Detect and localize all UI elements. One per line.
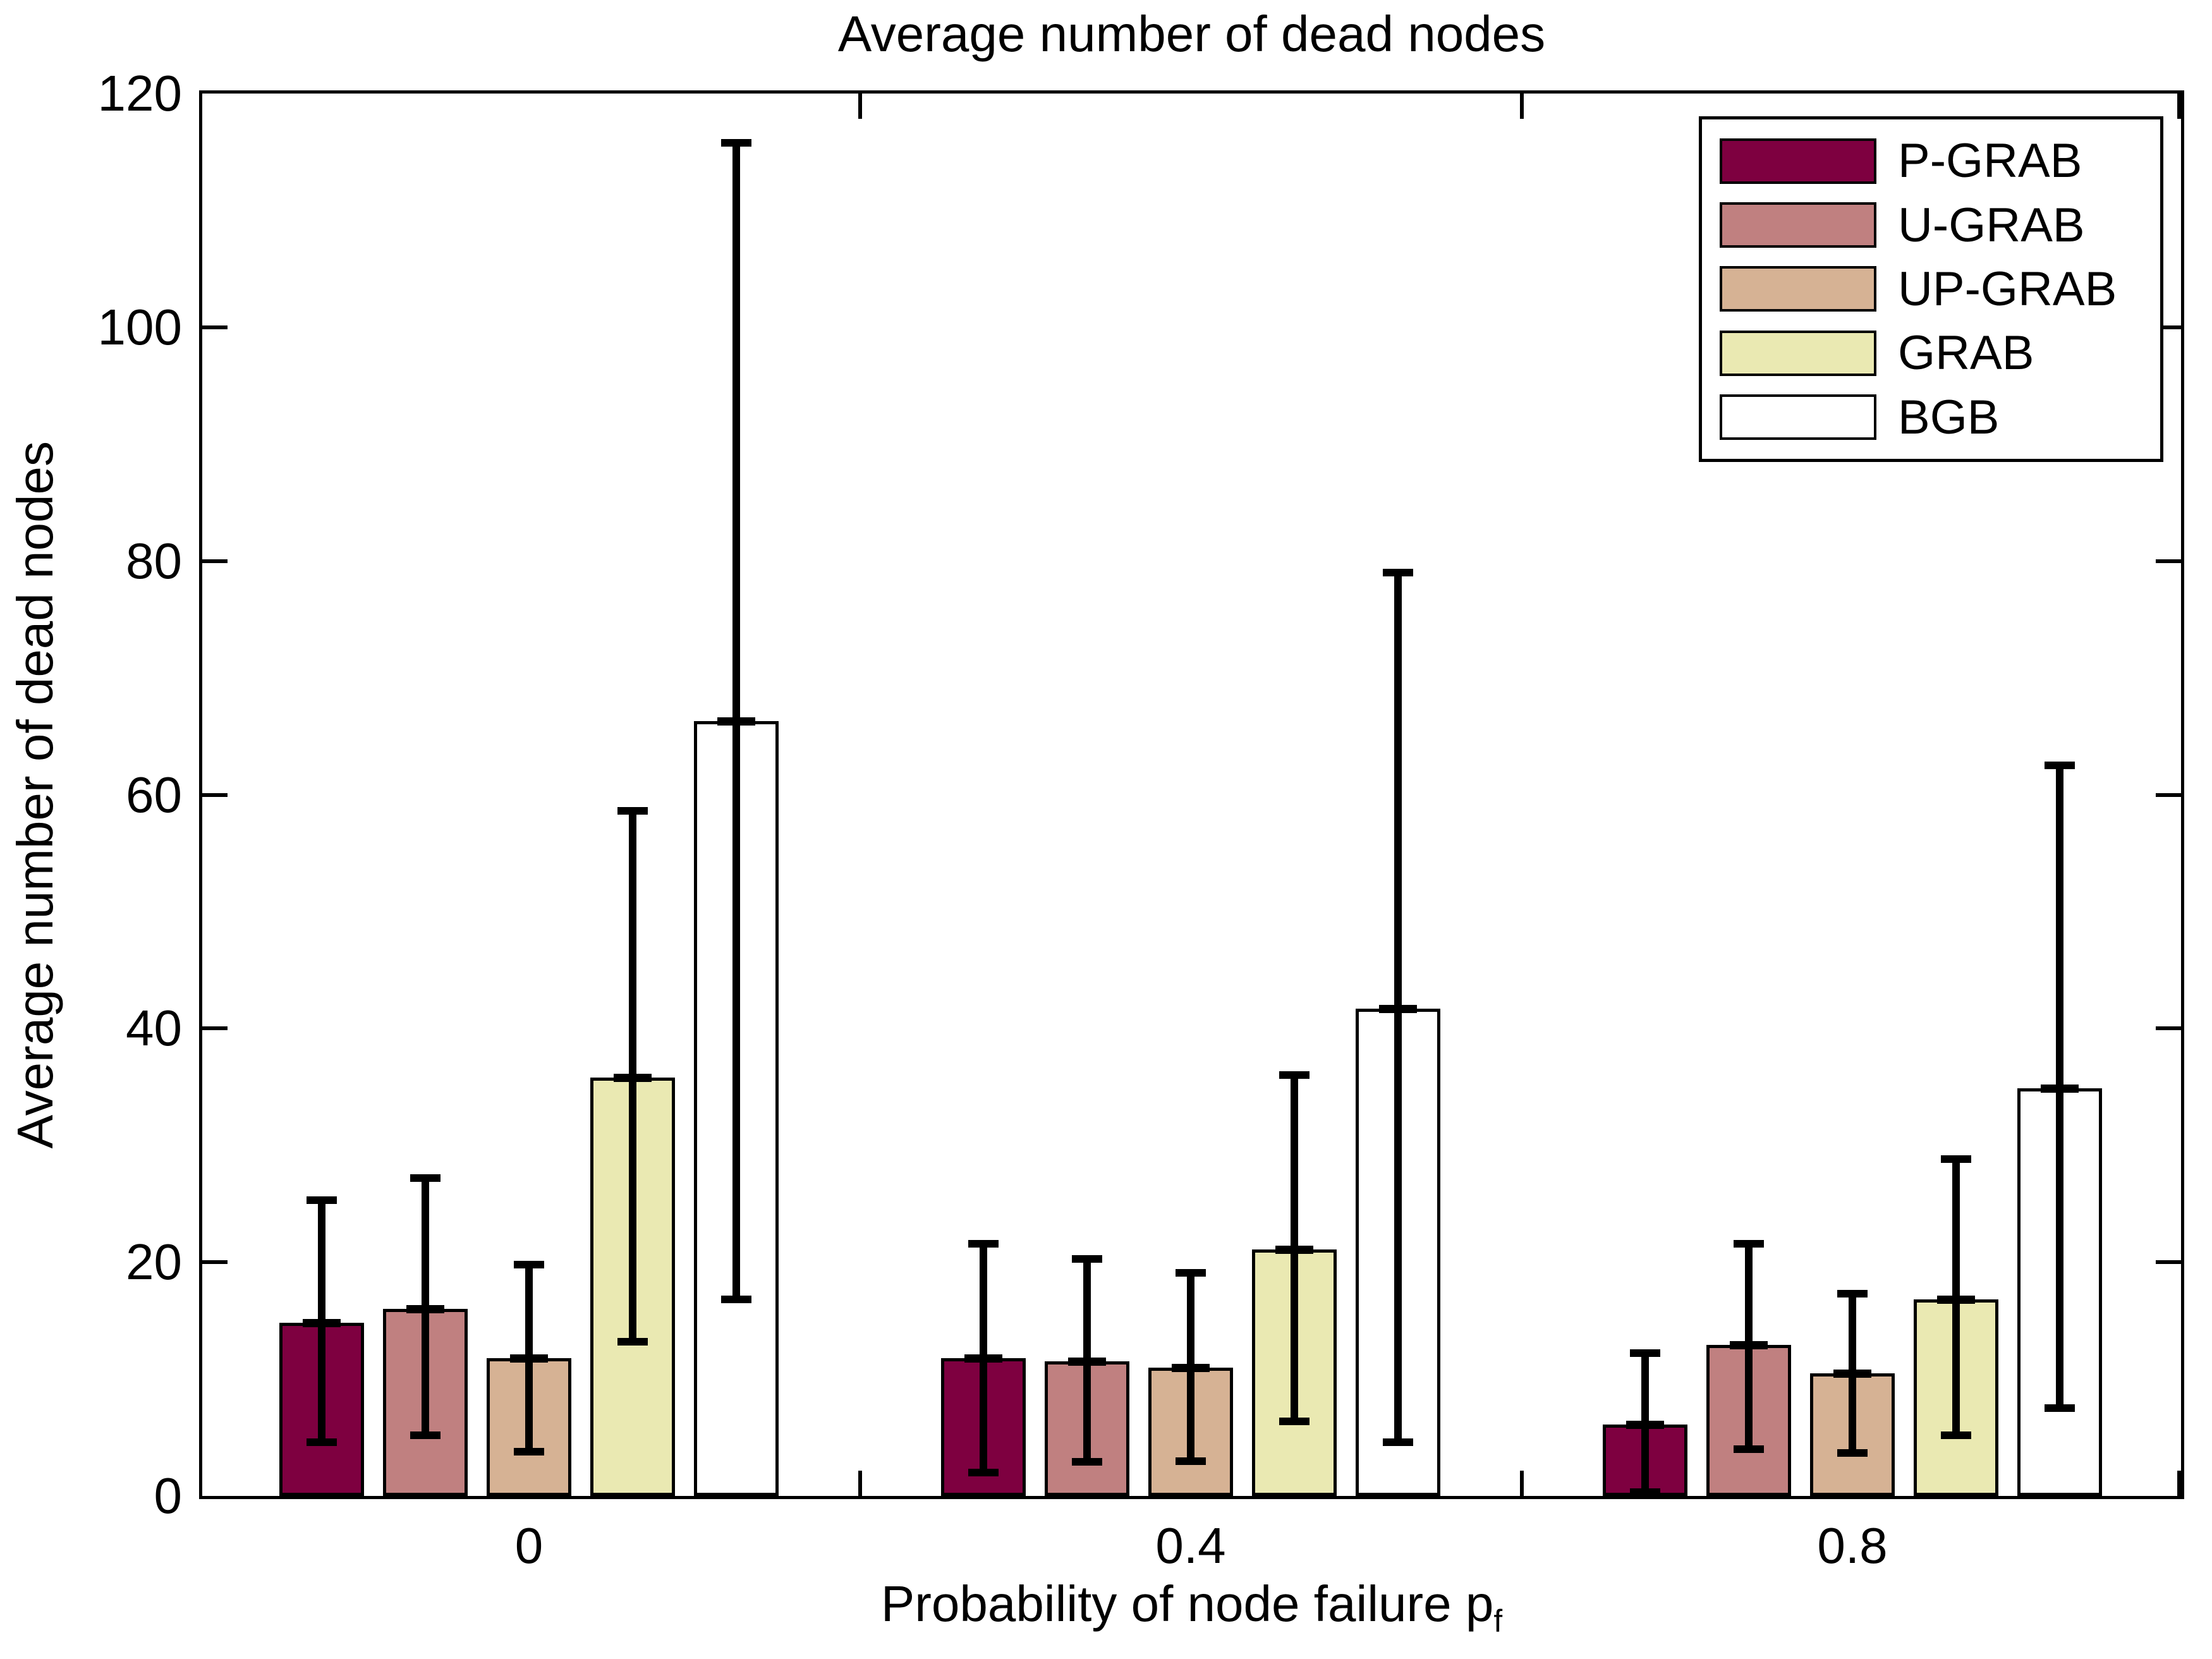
x-minor-tick-top bbox=[2177, 94, 2181, 119]
error-bar-cap-bottom bbox=[410, 1431, 441, 1439]
y-tick-label: 60 bbox=[126, 766, 182, 823]
error-bar-cap-bottom bbox=[307, 1438, 337, 1446]
error-bar-cap-top bbox=[514, 1260, 544, 1268]
x-minor-tick-top bbox=[1519, 94, 1524, 119]
error-bar-cap-bottom bbox=[514, 1447, 544, 1455]
legend-label-up-grab: UP-GRAB bbox=[1898, 262, 2117, 316]
error-bar-cap-bottom bbox=[1279, 1417, 1310, 1425]
error-bar-cap-bottom bbox=[1630, 1488, 1660, 1497]
error-bar-cap-bottom bbox=[721, 1296, 751, 1304]
error-bar-cap-bottom bbox=[1941, 1431, 1971, 1439]
error-bar-cap-top bbox=[1941, 1155, 1971, 1164]
error-bar-mean-tick bbox=[1068, 1358, 1106, 1366]
error-bar-cap-top bbox=[1383, 569, 1413, 577]
error-bar-cap-bottom bbox=[617, 1337, 648, 1346]
error-bar-cap-bottom bbox=[1837, 1449, 1868, 1457]
error-bar-mean-tick bbox=[1379, 1004, 1417, 1013]
x-minor-tick bbox=[2177, 1471, 2181, 1496]
y-tick-right bbox=[2156, 1026, 2181, 1031]
error-bar-mean-tick bbox=[1937, 1296, 1975, 1304]
legend-label-bgb: BGB bbox=[1898, 390, 2000, 444]
legend-swatch-p-grab bbox=[1720, 138, 1876, 184]
error-bar-cap-bottom bbox=[1176, 1457, 1206, 1465]
error-bar-cap-bottom bbox=[1072, 1458, 1102, 1466]
y-tick-right bbox=[2156, 1260, 2181, 1265]
y-tick-right bbox=[2156, 793, 2181, 797]
error-bar-cap-top bbox=[1072, 1255, 1102, 1263]
y-tick-label: 20 bbox=[126, 1234, 182, 1291]
y-tick-label: 120 bbox=[97, 65, 182, 121]
y-tick bbox=[202, 1260, 228, 1265]
error-bar-cap-top bbox=[2045, 762, 2075, 770]
chart-title: Average number of dead nodes bbox=[837, 6, 1546, 62]
error-bar-cap-top bbox=[307, 1196, 337, 1205]
x-axis-label: Probability of node failure pf bbox=[199, 1575, 2184, 1639]
y-tick-label: 40 bbox=[126, 1000, 182, 1057]
legend-item-grab: GRAB bbox=[1702, 325, 2160, 380]
error-bar-mean-tick bbox=[614, 1074, 652, 1082]
error-bar-cap-top bbox=[1279, 1071, 1310, 1079]
y-tick-label: 80 bbox=[126, 532, 182, 589]
error-bar-mean-tick bbox=[717, 717, 755, 726]
x-axis-label-text: Probability of node failure p bbox=[880, 1576, 1494, 1632]
y-tick-right bbox=[2156, 559, 2181, 563]
legend-swatch-grab bbox=[1720, 330, 1876, 376]
error-bar-cap-top bbox=[410, 1174, 441, 1182]
y-tick bbox=[202, 559, 228, 563]
legend-item-u-grab: U-GRAB bbox=[1702, 198, 2160, 253]
x-axis-label-subscript: f bbox=[1493, 1603, 1503, 1639]
y-tick-right bbox=[2156, 325, 2181, 329]
y-tick bbox=[202, 325, 228, 329]
error-bar-cap-bottom bbox=[968, 1469, 999, 1477]
x-tick-label: 0.8 bbox=[1817, 1517, 1888, 1574]
error-bar-mean-tick bbox=[2041, 1084, 2079, 1093]
error-bar-cap-top bbox=[721, 138, 751, 147]
error-bar-cap-top bbox=[1176, 1268, 1206, 1277]
legend-item-p-grab: P-GRAB bbox=[1702, 133, 2160, 188]
legend-label-grab: GRAB bbox=[1898, 326, 2034, 380]
legend-swatch-up-grab bbox=[1720, 266, 1876, 312]
x-tick-label: 0.4 bbox=[1155, 1517, 1226, 1574]
y-tick-label: 0 bbox=[154, 1468, 183, 1524]
legend-label-u-grab: U-GRAB bbox=[1898, 198, 2085, 252]
error-bar-mean-tick bbox=[1730, 1341, 1768, 1350]
error-bar-mean-tick bbox=[303, 1319, 341, 1328]
error-bar-mean-tick bbox=[1833, 1369, 1871, 1378]
x-minor-tick-top bbox=[858, 94, 862, 119]
error-bar-cap-top bbox=[617, 807, 648, 815]
error-bar-cap-top bbox=[1734, 1239, 1764, 1248]
legend-item-bgb: BGB bbox=[1702, 390, 2160, 445]
x-minor-tick bbox=[1519, 1471, 1524, 1496]
x-tick-label: 0 bbox=[514, 1517, 544, 1574]
error-bar-mean-tick bbox=[964, 1354, 1002, 1363]
legend-swatch-u-grab bbox=[1720, 202, 1876, 248]
error-bar-cap-top bbox=[1837, 1290, 1868, 1298]
y-tick bbox=[202, 1026, 228, 1031]
legend-label-p-grab: P-GRAB bbox=[1898, 134, 2082, 188]
error-bar-mean-tick bbox=[406, 1305, 444, 1314]
error-bar-cap-top bbox=[1630, 1349, 1660, 1358]
legend-swatch-bgb bbox=[1720, 394, 1876, 441]
error-bar-mean-tick bbox=[510, 1354, 548, 1363]
error-bar-mean-tick bbox=[1172, 1363, 1210, 1372]
error-bar-cap-bottom bbox=[1734, 1445, 1764, 1454]
x-minor-tick bbox=[858, 1471, 862, 1496]
error-bar-mean-tick bbox=[1275, 1245, 1313, 1254]
y-tick-label: 100 bbox=[97, 298, 182, 355]
error-bar-cap-bottom bbox=[2045, 1404, 2075, 1413]
error-bar-mean-tick bbox=[1626, 1421, 1664, 1430]
y-tick bbox=[202, 793, 228, 797]
legend-item-up-grab: UP-GRAB bbox=[1702, 262, 2160, 317]
legend: P-GRAB U-GRAB UP-GRAB GRAB BGB bbox=[1699, 116, 2163, 462]
error-bar-cap-top bbox=[968, 1239, 999, 1248]
error-bar-cap-bottom bbox=[1383, 1438, 1413, 1446]
